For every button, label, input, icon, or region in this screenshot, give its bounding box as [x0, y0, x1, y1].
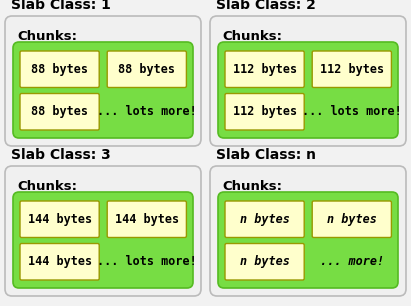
Text: Chunks:: Chunks:: [17, 30, 77, 43]
FancyBboxPatch shape: [13, 192, 193, 288]
Text: 88 bytes: 88 bytes: [31, 63, 88, 76]
Text: 112 bytes: 112 bytes: [320, 63, 384, 76]
FancyBboxPatch shape: [5, 16, 201, 146]
Text: ... more!: ... more!: [320, 255, 384, 268]
FancyBboxPatch shape: [13, 42, 193, 138]
Text: Slab Class: 2: Slab Class: 2: [216, 0, 316, 12]
FancyBboxPatch shape: [225, 244, 304, 280]
FancyBboxPatch shape: [225, 51, 304, 88]
FancyBboxPatch shape: [20, 244, 99, 280]
Text: 88 bytes: 88 bytes: [118, 63, 175, 76]
Text: Chunks:: Chunks:: [17, 180, 77, 193]
FancyBboxPatch shape: [20, 201, 99, 237]
Text: n bytes: n bytes: [240, 255, 289, 268]
FancyBboxPatch shape: [210, 16, 406, 146]
Text: ... lots more!: ... lots more!: [97, 105, 197, 118]
FancyBboxPatch shape: [107, 201, 187, 237]
Text: 112 bytes: 112 bytes: [233, 105, 297, 118]
Text: Chunks:: Chunks:: [222, 180, 282, 193]
FancyBboxPatch shape: [218, 42, 398, 138]
Text: 144 bytes: 144 bytes: [28, 255, 92, 268]
Text: 112 bytes: 112 bytes: [233, 63, 297, 76]
Text: ... lots more!: ... lots more!: [97, 255, 197, 268]
FancyBboxPatch shape: [225, 201, 304, 237]
Text: Slab Class: 1: Slab Class: 1: [11, 0, 111, 12]
Text: n bytes: n bytes: [327, 213, 377, 226]
Text: Slab Class: 3: Slab Class: 3: [11, 148, 111, 162]
Text: 144 bytes: 144 bytes: [115, 213, 179, 226]
Text: n bytes: n bytes: [240, 213, 289, 226]
FancyBboxPatch shape: [218, 192, 398, 288]
Text: ... lots more!: ... lots more!: [302, 105, 402, 118]
Text: Chunks:: Chunks:: [222, 30, 282, 43]
FancyBboxPatch shape: [20, 51, 99, 88]
FancyBboxPatch shape: [107, 51, 187, 88]
FancyBboxPatch shape: [210, 166, 406, 296]
Text: 144 bytes: 144 bytes: [28, 213, 92, 226]
FancyBboxPatch shape: [312, 51, 391, 88]
Text: 88 bytes: 88 bytes: [31, 105, 88, 118]
FancyBboxPatch shape: [225, 94, 304, 130]
Text: Slab Class: n: Slab Class: n: [216, 148, 316, 162]
FancyBboxPatch shape: [312, 201, 391, 237]
FancyBboxPatch shape: [20, 94, 99, 130]
FancyBboxPatch shape: [5, 166, 201, 296]
